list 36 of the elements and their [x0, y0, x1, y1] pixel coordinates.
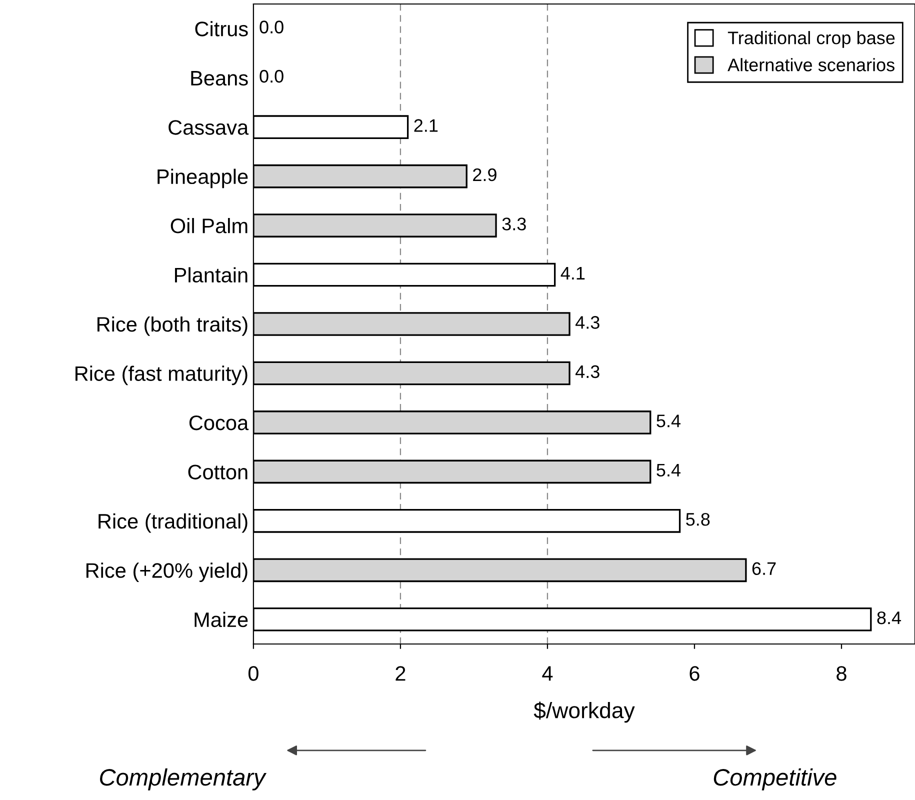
y-tick-label: Oil Palm — [170, 218, 248, 234]
x-tick-label: 4 — [542, 666, 553, 681]
x-tick-label: 2 — [396, 666, 406, 681]
x-tick-label: 8 — [836, 666, 846, 681]
legend-label: Alternative scenarios — [728, 58, 894, 72]
data-label: 4.3 — [575, 316, 600, 329]
x-tick-label: 6 — [690, 666, 700, 681]
data-label: 2.9 — [473, 168, 496, 182]
y-tick-label: Rice (both traits) — [97, 316, 248, 336]
text: Complementary — [100, 768, 267, 790]
y-tick-label: Rice (fast maturity) — [76, 366, 248, 386]
data-label: 4.3 — [575, 365, 600, 378]
y-tick-label: Plantain — [175, 267, 248, 283]
text: Competitive — [714, 768, 836, 790]
data-label: 0.0 — [260, 70, 284, 83]
x-tick-label: 0 — [248, 666, 258, 681]
y-tick-label: Citrus — [195, 21, 248, 36]
data-label: 5.8 — [686, 512, 710, 526]
y-tick-label: Pineapple — [158, 168, 248, 188]
y-tick-label: Maize — [194, 612, 248, 628]
data-label: 2.1 — [414, 119, 438, 132]
legend-label: Traditional crop base — [728, 31, 895, 48]
data-label: 3.3 — [502, 218, 526, 230]
y-tick-label: Rice (+20% yield) — [86, 562, 248, 582]
data-label: 8.4 — [877, 611, 902, 624]
data-label: 5.4 — [656, 464, 681, 477]
y-tick-label: Cocoa — [189, 415, 249, 430]
data-label: 0.0 — [260, 20, 284, 34]
y-tick-label: Beans — [191, 71, 248, 86]
x-axis-title: $/workday — [534, 702, 635, 723]
data-label: 5.4 — [656, 414, 681, 428]
y-tick-label: Cotton — [188, 464, 248, 480]
data-label: 4.1 — [560, 267, 585, 280]
y-tick-label: Cassava — [168, 120, 249, 135]
y-tick-label: Rice (traditional) — [98, 513, 248, 533]
data-label: 6.7 — [752, 562, 776, 575]
